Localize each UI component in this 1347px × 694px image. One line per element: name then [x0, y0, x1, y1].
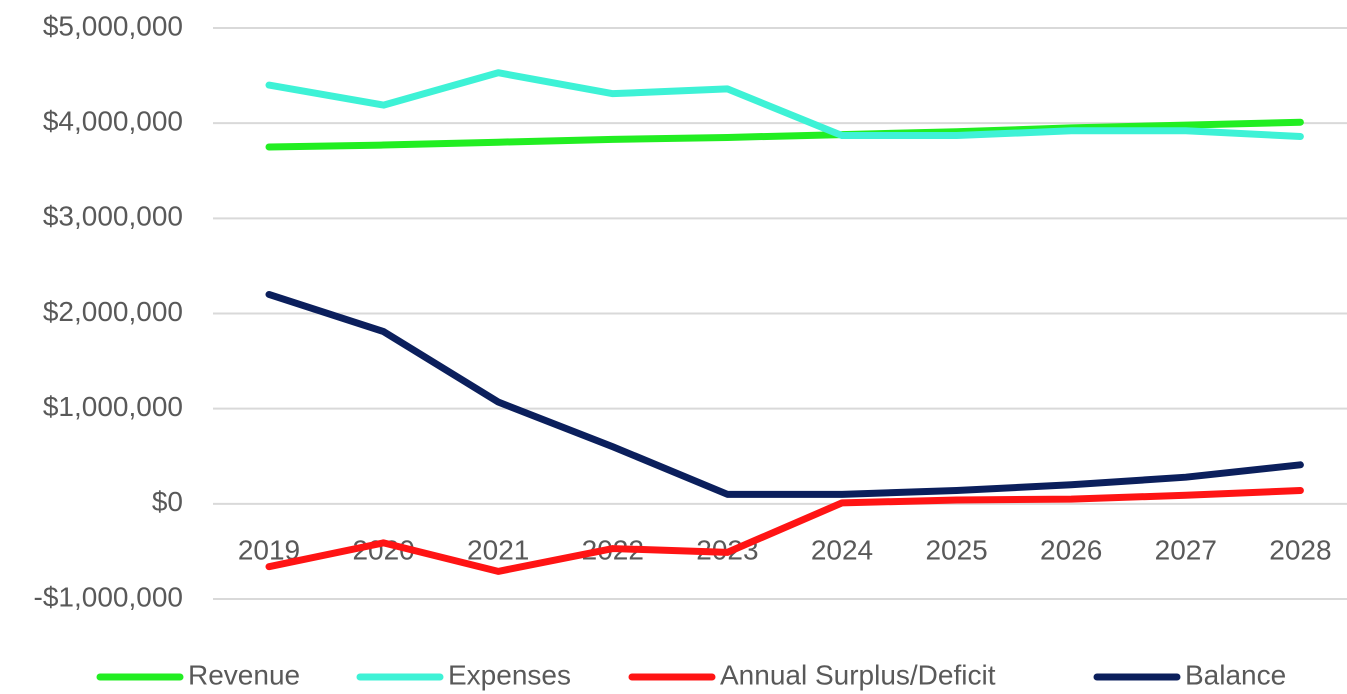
- y-tick-label: $3,000,000: [43, 201, 183, 232]
- data-line: [265, 290, 1304, 498]
- data-line: [265, 69, 1304, 140]
- data-line: [265, 487, 1304, 575]
- data-line: [265, 118, 1304, 151]
- x-tick-label: 2026: [1040, 534, 1102, 565]
- x-tick-label: 2021: [467, 534, 529, 565]
- y-tick-label: $1,000,000: [43, 391, 183, 422]
- legend-label: Balance: [1185, 659, 1286, 690]
- legend-label: Expenses: [448, 659, 571, 690]
- x-tick-label: 2027: [1155, 534, 1217, 565]
- legend-label: Annual Surplus/Deficit: [720, 659, 996, 690]
- legend-label: Revenue: [188, 659, 300, 690]
- y-tick-label: $4,000,000: [43, 106, 183, 137]
- x-tick-label: 2028: [1269, 534, 1331, 565]
- x-tick-label: 2025: [925, 534, 987, 565]
- y-tick-label: -$1,000,000: [34, 581, 183, 612]
- y-tick-label: $0: [152, 486, 183, 517]
- y-tick-label: $5,000,000: [43, 10, 183, 41]
- y-tick-label: $2,000,000: [43, 296, 183, 327]
- x-tick-label: 2024: [811, 534, 873, 565]
